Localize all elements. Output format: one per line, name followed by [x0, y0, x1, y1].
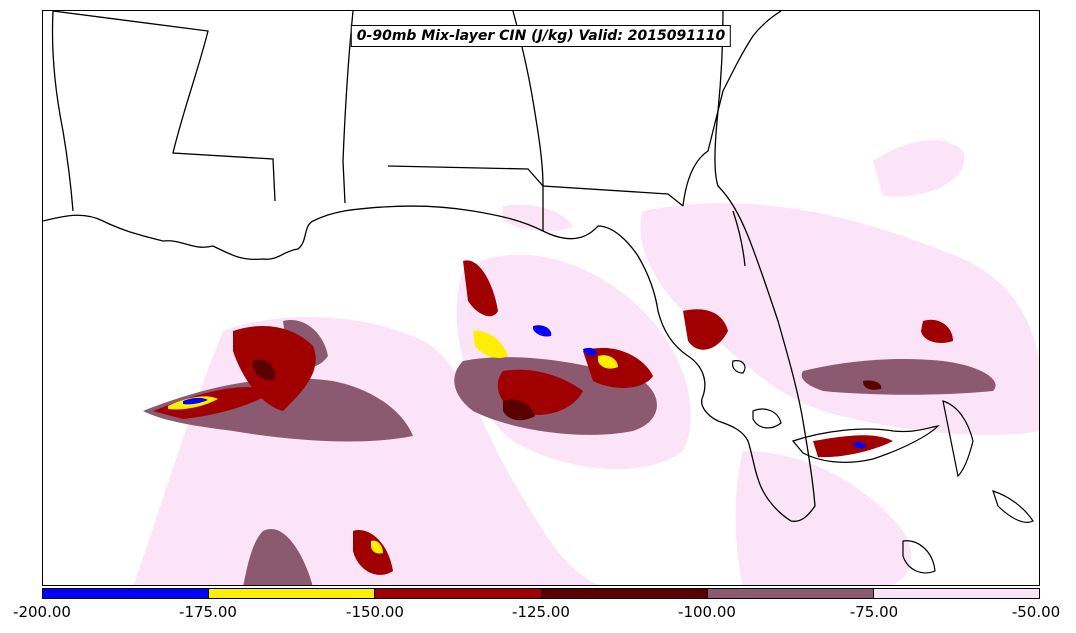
colorbar-tick-label: -200.00 — [13, 603, 71, 621]
cin-field-darkred — [253, 359, 882, 421]
colorbar — [42, 588, 1040, 599]
colorbar-segment-2 — [208, 589, 375, 598]
map-frame: 0-90mb Mix-layer CIN (J/kg) Valid: 20150… — [42, 10, 1040, 586]
colorbar-tick-label: -50.00 — [1011, 603, 1061, 621]
colorbar-tick-label: -100.00 — [678, 603, 736, 621]
colorbar-tick-label: -75.00 — [849, 603, 899, 621]
map-title: 0-90mb Mix-layer CIN (J/kg) Valid: 20150… — [350, 25, 732, 47]
cin-field-blue — [183, 325, 866, 449]
cin-map — [43, 11, 1039, 585]
colorbar-tick-label: -125.00 — [512, 603, 570, 621]
colorbar-segment-6 — [872, 589, 1040, 598]
colorbar-tick-label: -175.00 — [179, 603, 237, 621]
coastline-borders — [43, 11, 816, 522]
caribbean-islands — [731, 360, 1034, 574]
colorbar-segment-5 — [706, 589, 873, 598]
colorbar-tick-label: -150.00 — [346, 603, 404, 621]
colorbar-segment-4 — [540, 589, 707, 598]
cin-field-red — [153, 260, 953, 575]
colorbar-segment-3 — [374, 589, 541, 598]
colorbar-segment-1 — [43, 589, 209, 598]
